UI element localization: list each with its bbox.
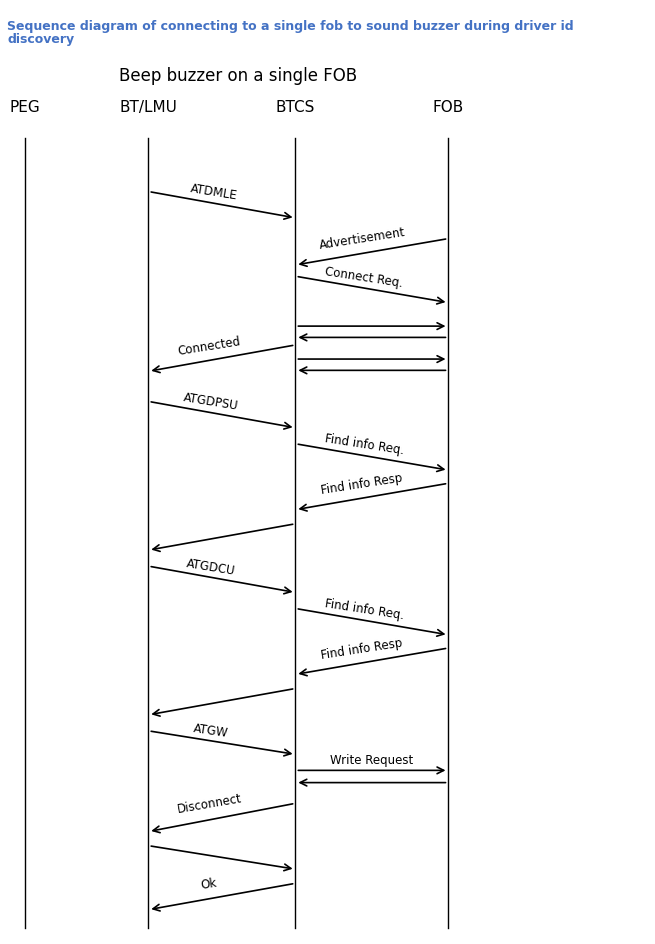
Text: Find info Req.: Find info Req.	[324, 597, 405, 622]
Text: Find info Resp: Find info Resp	[320, 636, 403, 662]
Text: Disconnect: Disconnect	[176, 792, 242, 817]
Text: Connect Req.: Connect Req.	[324, 265, 404, 290]
Text: BTCS: BTCS	[276, 100, 315, 115]
Text: ATGDCU: ATGDCU	[186, 557, 236, 578]
Text: ATGDPSU: ATGDPSU	[183, 391, 240, 413]
Text: BT/LMU: BT/LMU	[119, 100, 178, 115]
Text: Ok: Ok	[200, 877, 218, 892]
Text: Write Request: Write Request	[330, 753, 413, 767]
Text: Find info Resp: Find info Resp	[320, 472, 403, 497]
Text: Connected: Connected	[177, 334, 242, 358]
Text: ATGW: ATGW	[193, 722, 229, 740]
Text: FOB: FOB	[433, 100, 464, 115]
Text: Sequence diagram of connecting to a single fob to sound buzzer during driver id: Sequence diagram of connecting to a sing…	[7, 20, 574, 33]
Text: discovery: discovery	[7, 33, 75, 46]
Text: Find info Req.: Find info Req.	[324, 432, 405, 458]
Text: PEG: PEG	[10, 100, 41, 115]
Text: Advertisement: Advertisement	[318, 226, 406, 252]
Text: ATDMLE: ATDMLE	[190, 182, 238, 203]
Text: Beep buzzer on a single FOB: Beep buzzer on a single FOB	[119, 67, 357, 85]
